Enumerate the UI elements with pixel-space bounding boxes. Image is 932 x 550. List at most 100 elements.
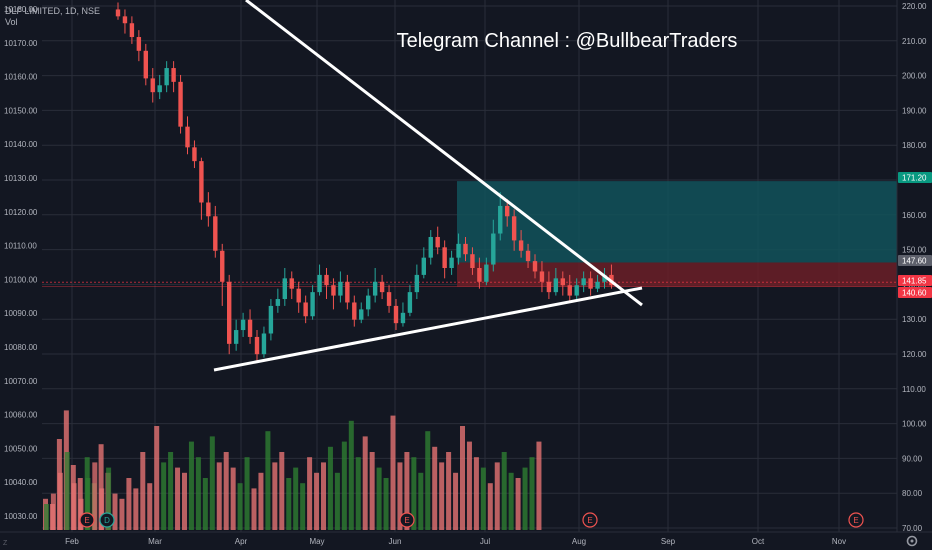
price-tags: 171.20 147.60 141.85 140.60: [898, 172, 932, 298]
event-marker: E: [848, 512, 864, 528]
event-marker-circle: [99, 512, 115, 528]
volume-bar: [244, 457, 250, 530]
volume-bar: [536, 441, 542, 530]
volume-bar: [168, 452, 174, 530]
candle-body: [532, 261, 538, 272]
candle-body: [505, 205, 510, 217]
candle: [470, 247, 475, 275]
event-marker: E: [399, 512, 415, 528]
volume-bar: [78, 498, 84, 530]
volume-bar: [216, 462, 222, 530]
candle: [213, 205, 218, 258]
candle: [240, 312, 246, 337]
candle: [511, 209, 517, 251]
event-marker: D: [99, 512, 115, 528]
candle: [345, 274, 350, 310]
volume-bar: [460, 426, 465, 530]
event-marker-circle: [79, 512, 95, 528]
candle: [220, 243, 225, 306]
price-tag-bg: [898, 275, 932, 286]
candle: [595, 274, 600, 293]
candle-body: [595, 281, 600, 289]
event-marker-label: E: [853, 516, 858, 525]
candle-body: [379, 281, 385, 293]
time-axis-tick: Mar: [148, 537, 162, 546]
candle-body: [254, 336, 260, 355]
volume-bar: [453, 472, 459, 530]
right-axis-tick: 180.00: [902, 141, 927, 150]
left-axis-tick: 10180.00: [4, 5, 38, 14]
candle: [498, 192, 503, 241]
candle-body: [414, 274, 420, 293]
volume-bar: [418, 472, 424, 530]
right-axis-tick: 70.00: [902, 524, 923, 533]
price-tag: 147.60: [898, 255, 932, 266]
volume-bar: [161, 462, 167, 530]
volume-bar: [348, 420, 354, 530]
candle-body: [421, 257, 426, 275]
candle-body: [157, 85, 162, 93]
candle-body: [289, 278, 294, 289]
zoom-icon[interactable]: Z: [3, 540, 8, 547]
candle: [296, 281, 301, 313]
candle: [324, 268, 329, 300]
candle: [164, 61, 169, 93]
candle: [414, 264, 420, 300]
candle-body: [296, 288, 301, 303]
volume-bar: [57, 472, 63, 530]
time-axis-tick: May: [309, 537, 324, 546]
left-axis-tick: 10090.00: [4, 309, 38, 318]
volume-bar: [390, 415, 396, 530]
candle: [338, 271, 343, 303]
candle: [602, 268, 607, 289]
candle: [477, 257, 482, 289]
volume-bar: [355, 457, 361, 530]
volume-bar: [92, 462, 98, 530]
candle: [463, 236, 468, 262]
volume-bar: [300, 483, 306, 530]
candle-body: [310, 292, 315, 317]
candle-body: [449, 257, 454, 268]
candle: [192, 140, 197, 169]
candle-body: [428, 236, 433, 258]
volume-bar: [321, 462, 326, 530]
volume-bar: [522, 467, 528, 530]
left-axis-tick: 10170.00: [4, 39, 38, 48]
left-axis-tick: 10110.00: [4, 242, 37, 251]
event-marker-circle: [399, 512, 415, 528]
volume-bar: [508, 472, 514, 530]
volume-bar: [362, 436, 368, 530]
candle-body: [498, 205, 503, 234]
candle: [268, 299, 274, 341]
candle-body: [213, 216, 218, 251]
candle-body: [317, 274, 322, 293]
candle-body: [525, 250, 531, 262]
candle: [560, 271, 565, 296]
candle-body: [400, 312, 406, 324]
candle: [359, 302, 364, 324]
candle-body: [574, 285, 579, 296]
volume-bar: [223, 452, 229, 530]
volume-bar: [411, 457, 417, 530]
candle: [275, 288, 281, 313]
settings-icon[interactable]: [906, 535, 918, 547]
volume-bar: [397, 462, 403, 530]
candle-body: [386, 292, 392, 306]
candle: [254, 330, 260, 362]
right-axis-tick: 220.00: [902, 2, 927, 11]
volume-bar: [341, 441, 347, 530]
right-axis-tick: 90.00: [902, 454, 923, 463]
candle-body: [303, 302, 308, 317]
price-tag-bg: [898, 255, 932, 266]
candle-body: [560, 278, 565, 286]
candle: [171, 61, 176, 93]
left-axis-tick: 10120.00: [4, 208, 38, 217]
volume-bar: [147, 483, 153, 530]
candle: [282, 268, 287, 306]
price-tag-label: 140.60: [902, 289, 927, 298]
volume-bar: [293, 467, 299, 530]
candle-body: [366, 295, 371, 310]
candle: [400, 302, 406, 327]
